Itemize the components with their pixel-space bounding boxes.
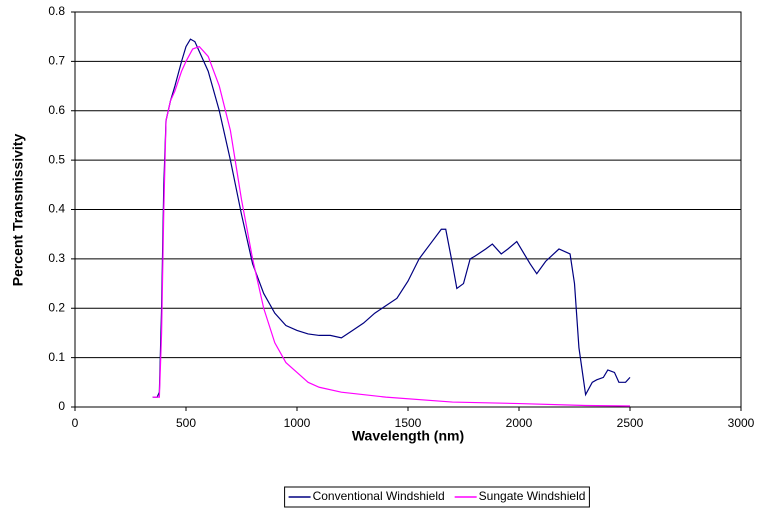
y-axis-title: Percent Transmissivity — [10, 134, 26, 287]
plot-border — [74, 11, 742, 408]
x-tick-label: 2500 — [617, 416, 644, 430]
x-tick-label: 1000 — [284, 416, 311, 430]
y-tick-label: 0.4 — [48, 202, 65, 216]
y-tick-label: 0.5 — [48, 152, 65, 166]
x-tick-label: 2000 — [506, 416, 533, 430]
y-tick-label: 0.8 — [48, 4, 65, 18]
y-tick-label: 0.7 — [48, 54, 65, 68]
legend-label: Sungate Windshield — [479, 489, 586, 503]
y-tick-label: 0.2 — [48, 300, 65, 314]
legend-label: Conventional Windshield — [313, 489, 445, 503]
y-tick-label: 0 — [58, 399, 65, 413]
x-tick-label: 0 — [72, 416, 79, 430]
x-tick-label: 3000 — [728, 416, 755, 430]
x-tick-label: 500 — [176, 416, 196, 430]
y-tick-label: 0.6 — [48, 103, 65, 117]
y-tick-label: 0.1 — [48, 350, 65, 364]
series-line — [152, 45, 631, 407]
x-tick-label: 1500 — [395, 416, 422, 430]
series-line — [152, 38, 631, 398]
x-axis-title: Wavelength (nm) — [352, 428, 464, 444]
legend: Conventional Windshield Sungate Windshiel… — [284, 486, 590, 508]
legend-box — [284, 486, 590, 508]
y-tick-label: 0.3 — [48, 251, 65, 265]
